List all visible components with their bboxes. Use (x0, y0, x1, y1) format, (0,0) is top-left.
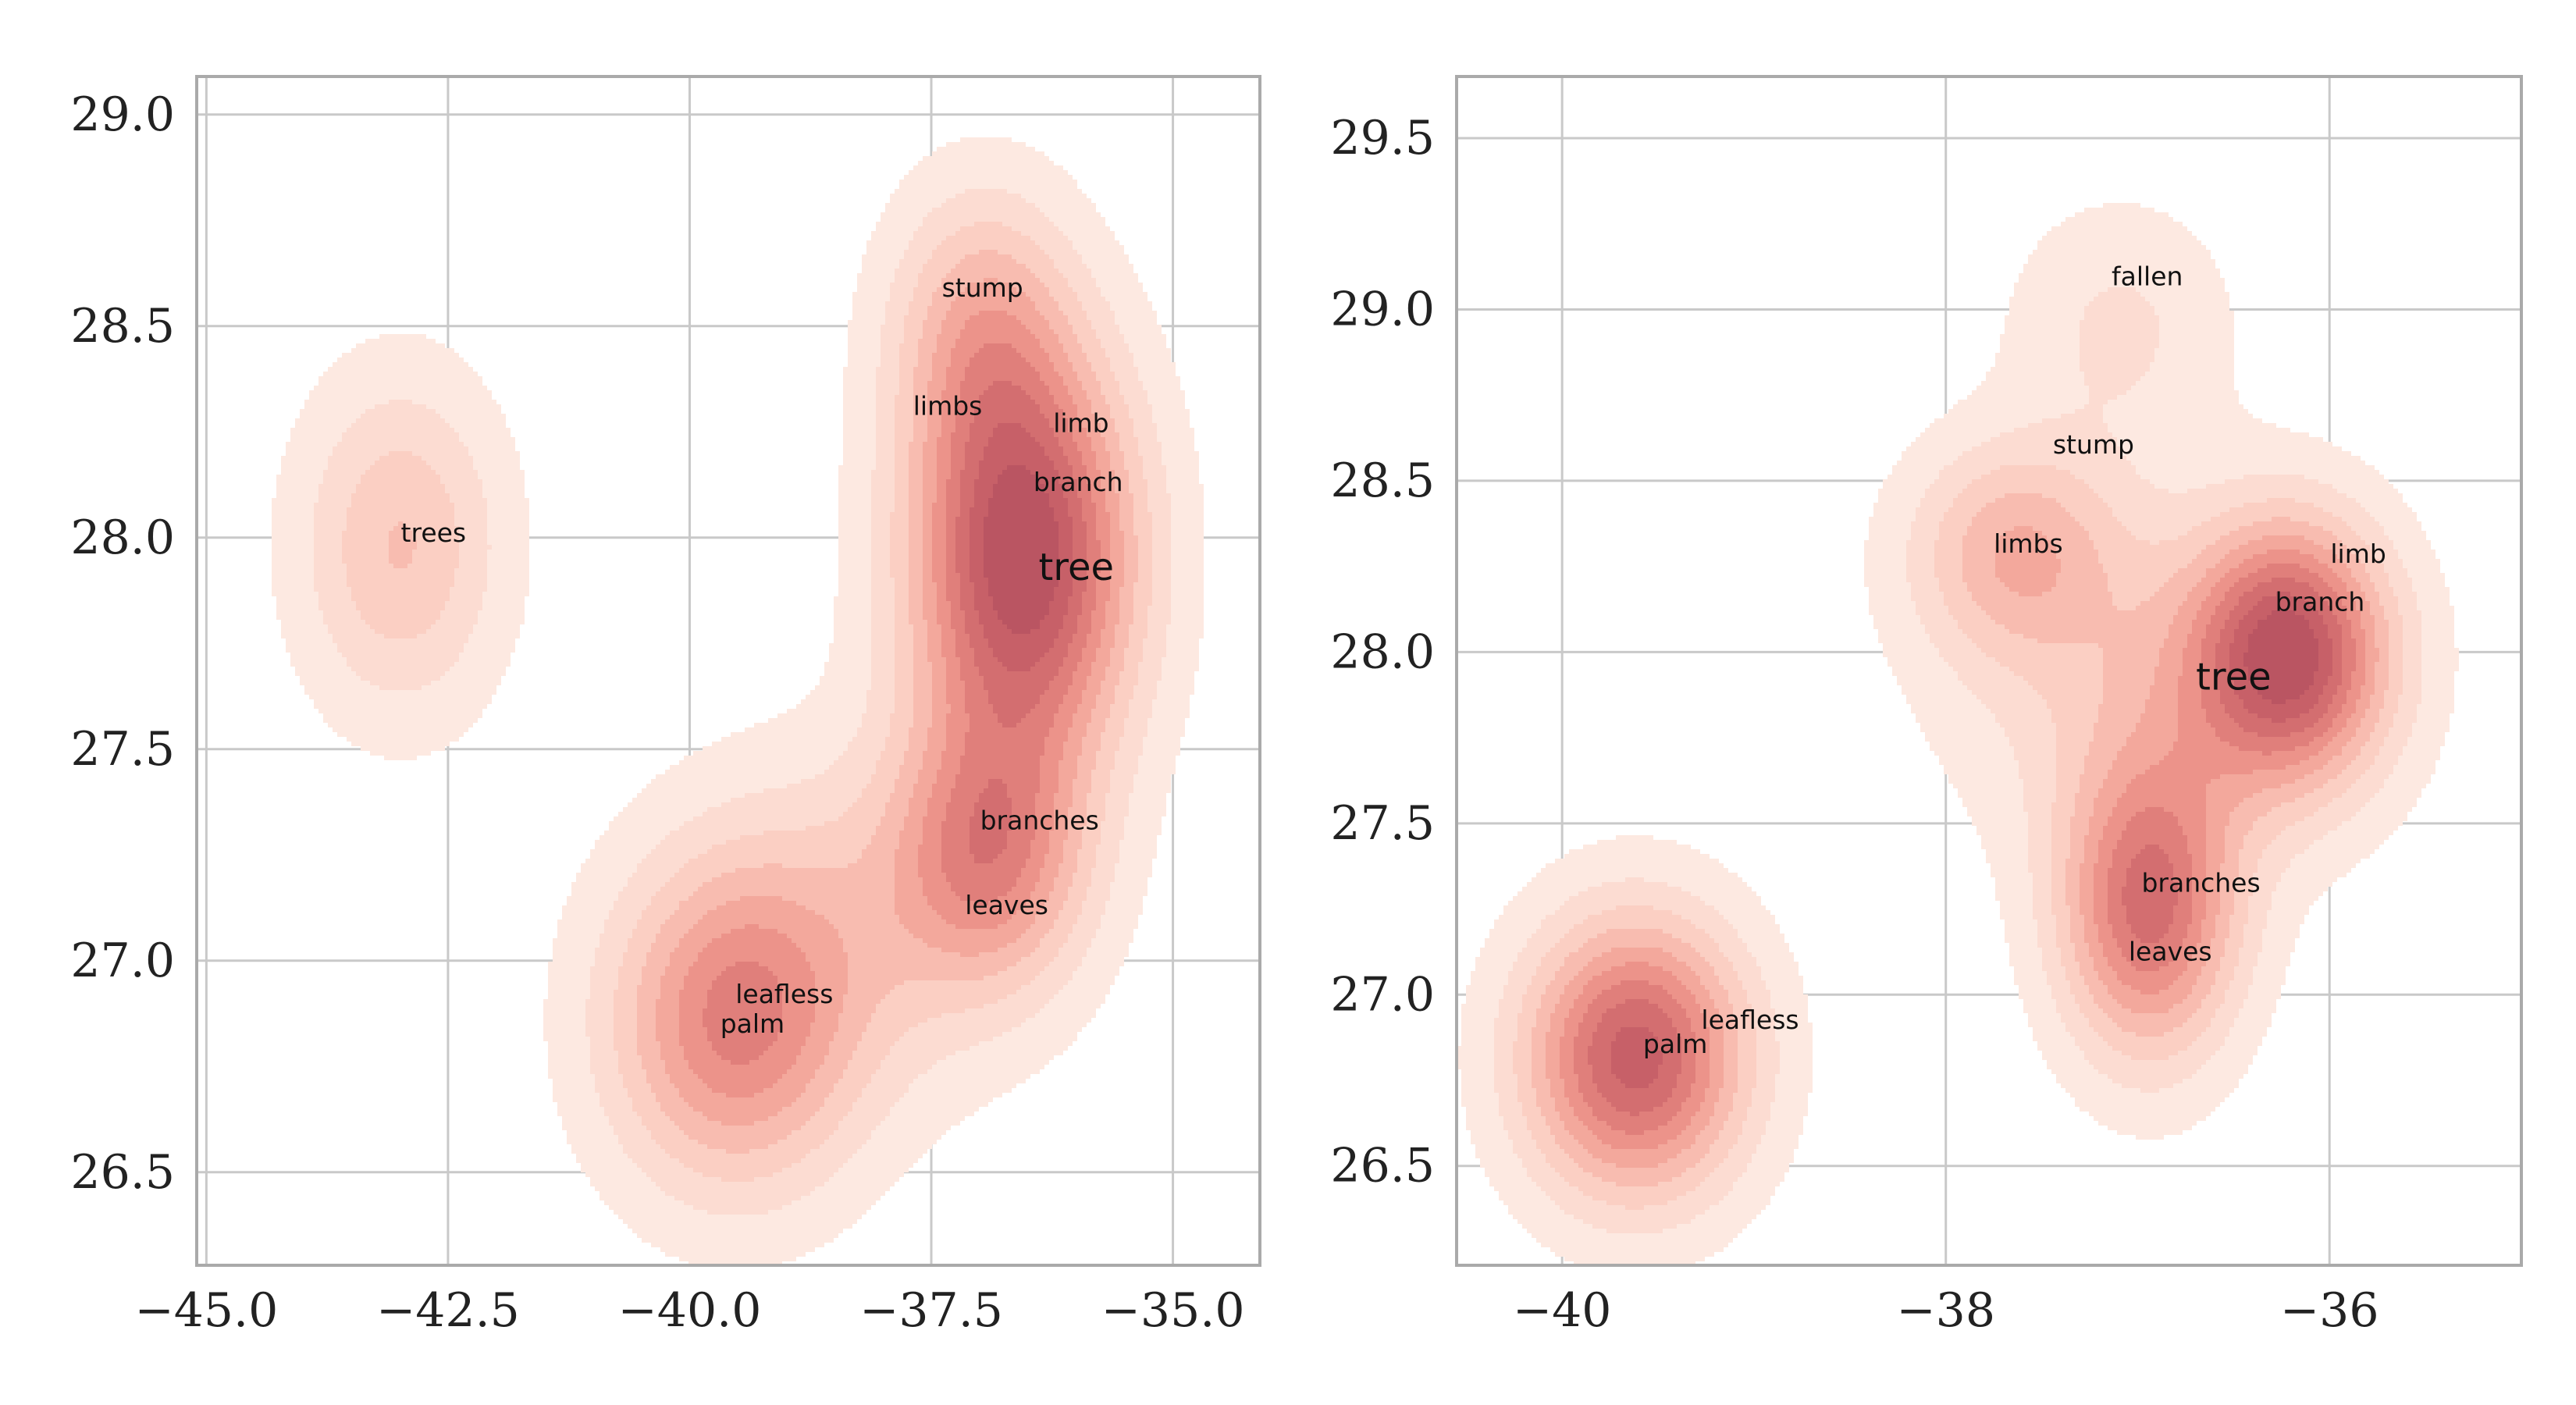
contour-band-9 (2243, 610, 2318, 704)
x-tick-label: −42.5 (376, 1283, 520, 1338)
x-tick-label: −36 (2280, 1283, 2379, 1338)
word-label-limb: limb (1053, 407, 1108, 438)
x-tick-label: −35.0 (1101, 1283, 1245, 1338)
y-tick-label: 28.0 (1330, 624, 1435, 679)
x-tick-label: −45.0 (134, 1283, 278, 1338)
y-tick-label: 26.5 (70, 1145, 175, 1200)
word-label-leaves: leaves (2129, 936, 2212, 966)
y-tick-label: 27.5 (1330, 796, 1435, 851)
x-tick-label: −40 (1513, 1283, 1612, 1338)
word-label-tree: tree (2196, 656, 2272, 699)
y-tick-label: 29.0 (70, 87, 175, 142)
y-tick-label: 26.5 (1330, 1139, 1435, 1193)
x-tick-label: −38 (1896, 1283, 1995, 1338)
word-label-limbs: limbs (913, 391, 983, 422)
word-label-branch: branch (1034, 467, 1123, 497)
word-label-leafless: leafless (1701, 1005, 1799, 1035)
y-tick-label: 29.0 (1330, 282, 1435, 336)
y-tick-label: 28.0 (70, 510, 175, 565)
y-tick-label: 29.5 (1330, 111, 1435, 165)
word-label-limbs: limbs (1994, 528, 2063, 559)
word-label-palm: palm (1643, 1029, 1707, 1059)
y-tick-label: 27.0 (70, 934, 175, 988)
kde-contours (272, 137, 1204, 1265)
kde-contours (1457, 203, 2459, 1265)
axes-frame (1455, 75, 2523, 1267)
x-tick-label: −40.0 (618, 1283, 762, 1338)
x-tick-label: −37.5 (859, 1283, 1003, 1338)
contour-band-9 (984, 465, 1059, 634)
word-label-branches: branches (980, 806, 1099, 836)
word-label-leafless: leafless (735, 979, 833, 1009)
axes-frame (195, 75, 1261, 1267)
word-label-tree: tree (1038, 546, 1114, 589)
word-label-branches: branches (2141, 868, 2260, 898)
word-label-leaves: leaves (965, 890, 1048, 920)
word-label-fallen: fallen (2112, 261, 2183, 292)
word-label-limb: limb (2330, 539, 2386, 569)
left-kde-panel: −45.0 −42.5 −40.0 −37.5 −35.0 26.5 27.0 27.5 28.… (70, 75, 1261, 1338)
word-label-stump: stump (942, 272, 1023, 303)
word-label-branch: branch (2275, 587, 2365, 617)
y-tick-label: 28.5 (70, 299, 175, 354)
contour-band-4 (1546, 526, 2379, 1168)
y-tick-label: 27.5 (70, 722, 175, 777)
right-kde-panel: −40 −38 −36 26.5 27.0 27.5 28.0 28.5 29.0 29.5 fal… (1330, 75, 2523, 1338)
word-label-trees: trees (401, 518, 467, 548)
y-tick-label: 27.0 (1330, 967, 1435, 1022)
word-label-palm: palm (720, 1008, 785, 1039)
word-label-stump: stump (2053, 429, 2134, 460)
y-tick-label: 28.5 (1330, 454, 1435, 508)
